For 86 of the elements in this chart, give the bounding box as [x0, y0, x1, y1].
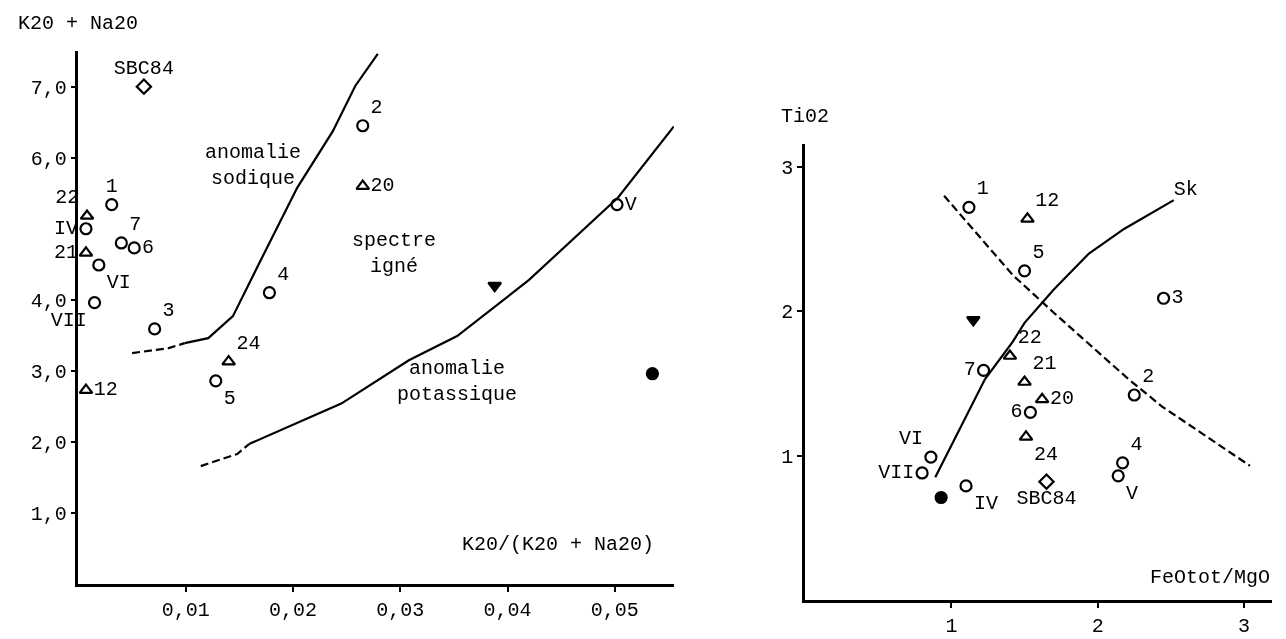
point: [959, 479, 973, 493]
series-label: 22: [1017, 326, 1042, 350]
series-label: 6: [1010, 400, 1023, 424]
series-label: 24: [1033, 442, 1058, 466]
point: [1034, 392, 1050, 404]
series-label: 1: [976, 177, 989, 201]
point: [87, 296, 102, 310]
point: [1023, 405, 1037, 419]
annotation: anomalie potassique: [397, 357, 518, 406]
point: [356, 119, 370, 133]
point: [127, 241, 141, 255]
point: [262, 286, 277, 300]
series-label: IV: [973, 491, 998, 515]
y-tick-label: 1,0: [30, 502, 67, 526]
point: [1127, 388, 1141, 402]
series-label: 1: [105, 174, 118, 198]
y-tick-label: 6,0: [30, 147, 67, 171]
point: [209, 374, 223, 388]
series-label: 12: [1035, 188, 1060, 212]
x-tick-label: 0,04: [483, 598, 532, 622]
point: [92, 258, 106, 272]
point: [1017, 375, 1032, 386]
series-label: SBC84: [113, 56, 174, 80]
point: [487, 281, 503, 293]
series-label: 3: [162, 299, 175, 323]
series-label: VI: [106, 270, 131, 294]
y-axis-title: Ti02: [781, 105, 830, 128]
point: [934, 490, 948, 505]
series-label: 3: [1171, 286, 1184, 310]
series-label: VI: [899, 427, 924, 451]
point: [148, 322, 162, 336]
y-tick-label: 2: [781, 301, 794, 325]
annotation: spectre igné: [352, 229, 437, 278]
point: [1111, 469, 1125, 483]
y-tick-label: 3: [781, 156, 794, 180]
series-label: 7: [129, 213, 142, 237]
series-label: V: [1126, 481, 1139, 505]
point: [1038, 473, 1055, 490]
x-axis-title: FeOtot/MgO: [1150, 566, 1271, 589]
point: [976, 363, 991, 378]
y-tick-label: 1: [781, 445, 794, 469]
series-label: 7: [963, 358, 976, 382]
point: [114, 236, 128, 250]
series-label: 5: [1032, 240, 1045, 264]
point: [135, 78, 153, 95]
series-label: 2: [1142, 365, 1155, 389]
point: [1020, 212, 1035, 223]
x-tick-label: 0,05: [590, 598, 639, 622]
point: [962, 200, 976, 214]
y-tick-label: 3,0: [30, 360, 67, 384]
series-label: 5: [223, 386, 236, 410]
point: [924, 450, 938, 464]
point: [1017, 264, 1032, 278]
x-tick-label: 0,02: [269, 598, 318, 622]
series-label: 24: [236, 331, 261, 355]
series-label: SBC84: [1016, 487, 1077, 511]
point: [645, 367, 660, 381]
series-label: 20: [370, 174, 395, 198]
series-label: 4: [277, 262, 290, 286]
series-label: 4: [1130, 432, 1143, 456]
point: [1115, 456, 1130, 470]
point: [105, 198, 119, 212]
x-tick-label: 2: [1091, 614, 1104, 638]
series-label: Sk: [1173, 178, 1198, 202]
y-tick-label: 7,0: [30, 76, 67, 100]
series-label: 12: [93, 378, 118, 402]
point: [1156, 291, 1171, 305]
x-tick-label: 0,01: [161, 598, 210, 622]
series-label: 6: [142, 235, 155, 259]
x-axis-title: K20/(K20 + Na20): [462, 533, 655, 556]
x-tick-label: 0,03: [376, 598, 425, 622]
y-axis-title: K20 + Na20: [18, 12, 139, 35]
series-label: 20: [1049, 387, 1074, 411]
point: [79, 222, 93, 236]
x-tick-label: 3: [1238, 614, 1251, 638]
series-label: 2: [370, 95, 383, 119]
x-tick-label: 1: [945, 614, 958, 638]
series-label: 21: [1032, 352, 1057, 376]
point: [915, 466, 929, 480]
y-tick-label: 2,0: [30, 431, 67, 455]
series-label: V: [624, 192, 637, 216]
annotation: anomalie sodique: [205, 141, 302, 190]
point: [610, 198, 624, 212]
series-label: 21: [54, 240, 79, 264]
y-tick-label: 4,0: [30, 289, 67, 313]
series-label: VII: [878, 460, 915, 484]
